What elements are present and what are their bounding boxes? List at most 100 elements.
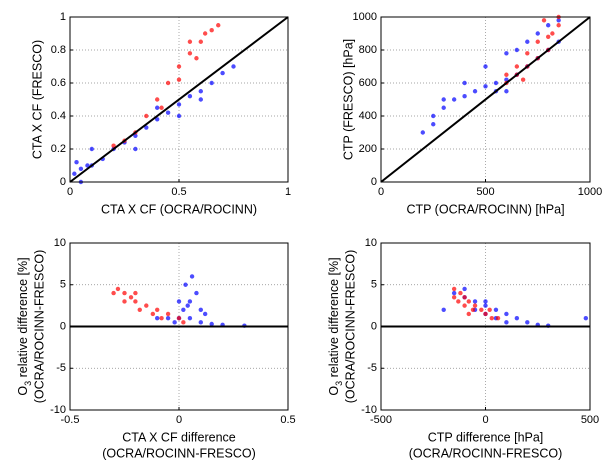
data-point: [198, 89, 203, 94]
data-point: [216, 23, 221, 28]
data-point: [198, 307, 203, 312]
data-point: [159, 105, 164, 110]
y-tick-label: 400: [359, 110, 377, 122]
x-axis-label: (OCRA/ROCINN-FRESCO): [409, 446, 562, 460]
data-point: [85, 163, 90, 168]
data-point: [183, 282, 188, 287]
plot-frame: [69, 16, 289, 183]
data-point: [535, 31, 540, 36]
data-point: [176, 315, 182, 321]
data-point: [441, 307, 446, 312]
x-axis-label: CTA X CF difference: [122, 430, 236, 444]
y-axis-label: (OCRA/ROCINN-FRESCO): [343, 250, 357, 403]
data-point: [176, 102, 182, 107]
data-point: [187, 299, 193, 304]
data-point: [483, 64, 488, 69]
data-point: [483, 299, 488, 304]
data-point: [504, 51, 509, 56]
data-point: [176, 64, 182, 69]
data-point: [187, 39, 193, 44]
data-point: [451, 97, 457, 102]
data-point: [155, 105, 160, 110]
x-axis-label: (OCRA/ROCINN-FRESCO): [102, 446, 255, 460]
y-tick-label: 600: [359, 77, 377, 89]
data-point: [514, 47, 520, 53]
data-point: [165, 110, 171, 115]
data-point: [194, 56, 199, 61]
x-axis-label: CTA X CF (OCRA/ROCINN): [101, 202, 257, 216]
data-point: [78, 166, 84, 171]
data-point: [198, 39, 203, 44]
plot-frame: [69, 242, 289, 411]
data-point: [198, 97, 203, 102]
y-tick-label: 0.2: [51, 143, 66, 155]
x-tick-label: 0: [176, 414, 182, 426]
data-point: [165, 311, 171, 317]
x-tick-label: 1: [285, 186, 291, 198]
subplot: -500 0 500 -10 -5 0 5 10 CTP difference [hPa] (OC…: [327, 237, 599, 460]
data-point: [483, 84, 488, 89]
data-point: [504, 311, 509, 317]
data-point: [514, 315, 520, 321]
y-axis-label: (OCRA/ROCINN-FRESCO): [32, 250, 46, 403]
data-point: [525, 39, 530, 44]
y-tick-label: -10: [361, 404, 377, 416]
y-axis-label-part: O: [327, 386, 341, 396]
y-tick-label: -10: [50, 404, 66, 416]
data-point: [209, 28, 214, 33]
data-point: [451, 295, 457, 300]
data-point: [441, 97, 446, 102]
data-point: [72, 171, 77, 176]
data-point: [133, 290, 138, 296]
data-point: [541, 18, 547, 23]
x-tick-label: 0: [67, 186, 73, 198]
data-point: [144, 125, 149, 130]
data-point: [128, 295, 134, 300]
x-tick-label: 0.5: [171, 186, 186, 198]
data-point: [504, 72, 509, 77]
data-point: [176, 77, 182, 82]
data-point: [441, 105, 446, 110]
y-tick-label: 0.4: [51, 110, 66, 122]
reference-line: [380, 16, 591, 183]
subplot: 0 500 1000 0 200 400 600 800 1000 CTP (OCRA/ROCIN…: [341, 11, 602, 216]
data-point: [220, 70, 225, 76]
data-point: [550, 31, 555, 36]
data-point: [420, 130, 425, 135]
data-point: [431, 122, 436, 127]
data-point: [172, 320, 177, 325]
data-point: [483, 311, 488, 317]
data-point: [520, 77, 526, 82]
y-tick-label: 1: [60, 11, 66, 23]
data-point: [504, 89, 509, 94]
y-axis-label: O3 relative difference [%]: [16, 257, 33, 395]
data-point: [209, 321, 214, 327]
data-point: [194, 290, 199, 296]
y-axis-label-subscript: 3: [334, 381, 344, 386]
data-point: [451, 290, 457, 296]
data-point: [504, 77, 509, 82]
data-point: [176, 113, 182, 119]
data-point: [462, 295, 467, 300]
data-point: [176, 299, 182, 304]
x-axis-label: CTP difference [hPa]: [428, 430, 544, 444]
data-point: [487, 307, 492, 312]
y-tick-label: 0: [60, 320, 66, 332]
data-point: [472, 89, 478, 94]
data-point: [462, 286, 467, 292]
data-point: [479, 307, 484, 312]
data-point: [155, 117, 160, 122]
data-point: [185, 303, 190, 308]
data-point: [165, 315, 171, 321]
data-point: [115, 286, 121, 292]
data-point: [231, 64, 236, 69]
y-axis-label-subscript: 3: [23, 381, 33, 386]
y-tick-label: 0: [60, 176, 66, 188]
y-tick-label: 0.8: [51, 44, 66, 56]
data-point: [89, 146, 95, 152]
data-point: [472, 303, 478, 308]
data-point: [74, 160, 79, 165]
x-axis-label: CTP (OCRA/ROCINN) [hPa]: [406, 202, 564, 216]
data-point: [556, 18, 561, 23]
